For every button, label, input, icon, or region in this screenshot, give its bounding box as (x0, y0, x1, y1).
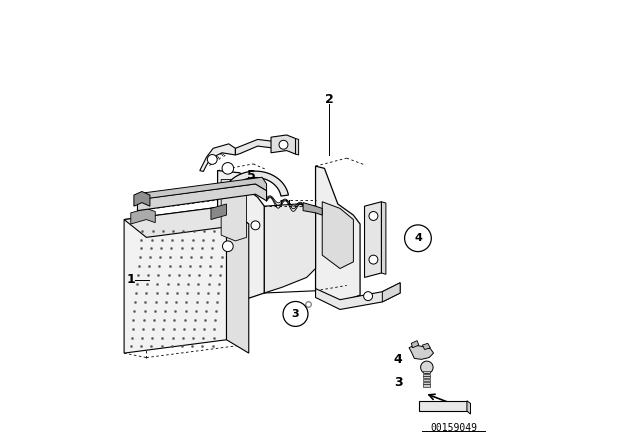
Polygon shape (381, 202, 386, 274)
Text: 3: 3 (292, 309, 300, 319)
Polygon shape (409, 345, 433, 359)
Polygon shape (223, 171, 289, 196)
Polygon shape (423, 384, 431, 387)
Text: 2: 2 (325, 93, 334, 106)
Polygon shape (303, 202, 322, 215)
Polygon shape (316, 283, 400, 310)
Polygon shape (423, 374, 431, 376)
Polygon shape (227, 206, 249, 353)
Polygon shape (138, 177, 267, 199)
Polygon shape (271, 135, 296, 154)
Text: 3: 3 (394, 375, 403, 388)
Polygon shape (221, 180, 246, 241)
Polygon shape (316, 166, 360, 302)
Polygon shape (365, 202, 381, 277)
Circle shape (420, 361, 433, 374)
Text: 5: 5 (246, 168, 255, 181)
Circle shape (369, 211, 378, 220)
Polygon shape (322, 202, 353, 268)
Text: 00159049: 00159049 (430, 423, 477, 433)
Polygon shape (211, 204, 227, 220)
Text: 4: 4 (394, 353, 403, 366)
Circle shape (404, 225, 431, 252)
Polygon shape (423, 382, 431, 384)
Circle shape (251, 221, 260, 230)
Polygon shape (423, 371, 431, 373)
Polygon shape (467, 401, 470, 414)
Polygon shape (412, 340, 419, 348)
Circle shape (364, 292, 372, 301)
Polygon shape (382, 283, 400, 302)
Polygon shape (134, 191, 150, 206)
Circle shape (207, 155, 217, 164)
Polygon shape (419, 401, 467, 411)
Polygon shape (264, 204, 316, 293)
Text: 1: 1 (127, 273, 135, 286)
Circle shape (283, 302, 308, 327)
Circle shape (279, 140, 288, 149)
Polygon shape (423, 379, 431, 381)
Polygon shape (296, 138, 299, 155)
Polygon shape (423, 376, 431, 379)
Polygon shape (131, 208, 156, 224)
Polygon shape (124, 206, 249, 237)
Circle shape (369, 255, 378, 264)
Polygon shape (124, 206, 227, 353)
Circle shape (223, 241, 233, 252)
Polygon shape (138, 184, 267, 211)
Polygon shape (200, 144, 236, 172)
Text: 4: 4 (414, 233, 422, 243)
Polygon shape (218, 171, 264, 300)
Polygon shape (236, 139, 275, 155)
Polygon shape (422, 343, 431, 349)
Circle shape (222, 163, 234, 174)
